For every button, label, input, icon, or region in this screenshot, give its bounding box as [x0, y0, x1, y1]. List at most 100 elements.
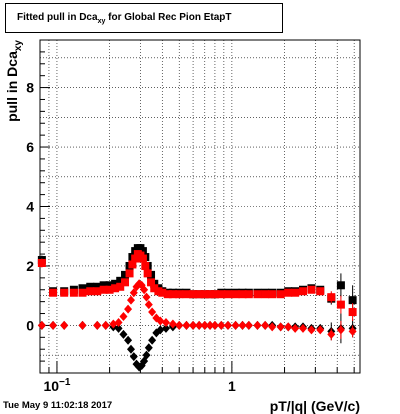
data-point-square: [210, 290, 219, 299]
data-point-diamond: [200, 320, 209, 330]
data-point-diamond: [238, 320, 247, 330]
data-point-diamond: [206, 320, 215, 330]
data-point-square: [327, 293, 336, 302]
data-point-diamond: [307, 325, 316, 335]
data-point-diamond: [156, 325, 165, 335]
data-point-square: [307, 285, 316, 294]
data-point-square: [111, 279, 120, 288]
data-point-diamond: [168, 319, 177, 329]
data-point-square: [111, 284, 120, 293]
data-point-square: [93, 282, 102, 291]
data-point-diamond: [124, 335, 133, 345]
data-point-diamond: [49, 320, 58, 330]
x-axis-title: pT/|q| (GeV/c): [270, 398, 360, 414]
data-point-diamond: [244, 320, 253, 330]
data-point-square: [116, 276, 125, 285]
data-point-square: [348, 296, 357, 305]
data-point-diamond: [119, 312, 128, 322]
data-point-square: [231, 290, 240, 299]
data-point-square: [99, 281, 108, 290]
series-red-sigma: [37, 250, 357, 321]
data-point-square: [150, 284, 159, 293]
data-point-diamond: [284, 322, 293, 332]
timestamp-footer: Tue May 9 11:02:18 2017: [3, 400, 113, 411]
data-point-square: [78, 284, 87, 293]
data-point-square: [143, 269, 152, 278]
data-point-diamond: [223, 320, 232, 330]
data-point-diamond: [119, 329, 128, 339]
data-point-diamond: [101, 320, 110, 330]
data-point-square: [244, 290, 253, 299]
data-point-square: [131, 254, 140, 263]
data-point-square: [253, 290, 262, 299]
chart-title: Fitted pull in Dcaxy for Global Rec Pion…: [5, 3, 283, 33]
data-point-square: [206, 290, 215, 299]
data-point-square: [99, 285, 108, 294]
data-point-diamond: [210, 320, 219, 330]
data-point-square: [105, 281, 114, 290]
data-point-square: [291, 288, 300, 297]
data-point-square: [316, 287, 325, 296]
data-point-square: [348, 308, 357, 317]
data-point-diamond: [189, 320, 198, 330]
data-point-square: [268, 290, 277, 299]
data-point-square: [37, 258, 46, 267]
data-point-diamond: [93, 320, 102, 330]
data-point-diamond: [268, 322, 277, 332]
data-point-square: [60, 288, 69, 297]
data-point-square: [69, 288, 78, 297]
data-point-square: [261, 290, 270, 299]
data-point-diamond: [144, 300, 153, 310]
data-point-diamond: [124, 304, 133, 314]
y-tick-label: 0: [26, 317, 34, 333]
data-point-square: [200, 290, 209, 299]
data-point-square: [336, 300, 345, 309]
series-red-mean: [37, 279, 357, 341]
data-point-square: [158, 288, 167, 297]
data-point-diamond: [217, 320, 226, 330]
data-point-square: [147, 278, 156, 287]
x-tick-label: 1: [228, 378, 236, 394]
data-point-square: [138, 247, 147, 256]
data-point-diamond: [37, 320, 46, 330]
data-point-diamond: [140, 285, 149, 295]
data-point-diamond: [182, 320, 191, 330]
data-point-diamond: [298, 323, 307, 333]
data-point-diamond: [126, 344, 135, 354]
data-point-diamond: [60, 320, 69, 330]
data-point-diamond: [231, 320, 240, 330]
data-point-diamond: [114, 323, 123, 333]
data-point-square: [78, 288, 87, 297]
data-point-diamond: [142, 350, 151, 360]
y-axis-title: pull in Dcaxy: [4, 40, 24, 122]
title-suffix: for Global Rec Pion EtapT: [105, 12, 232, 23]
y-tick-label: 4: [26, 199, 34, 215]
title-prefix: Fitted pull in Dca: [17, 12, 98, 23]
data-point-square: [238, 290, 247, 299]
data-point-square: [223, 290, 232, 299]
data-point-diamond: [114, 317, 123, 327]
data-point-square: [168, 290, 177, 299]
data-point-square: [163, 290, 172, 299]
data-point-square: [86, 287, 95, 296]
data-point-diamond: [126, 295, 135, 305]
data-point-diamond: [253, 320, 262, 330]
data-point-diamond: [195, 320, 204, 330]
data-point-square: [141, 261, 150, 270]
data-point-diamond: [261, 320, 270, 330]
data-point-square: [49, 288, 58, 297]
data-point-square: [298, 287, 307, 296]
data-point-square: [105, 285, 114, 294]
data-point-square: [125, 269, 134, 278]
data-point-diamond: [161, 323, 170, 333]
data-point-square: [93, 287, 102, 296]
data-point-square: [189, 290, 198, 299]
y-tick-label: 2: [26, 258, 34, 274]
data-point-diamond: [144, 343, 153, 353]
data-point-diamond: [291, 323, 300, 333]
data-point-diamond: [161, 317, 170, 327]
data-point-diamond: [348, 326, 357, 336]
data-point-diamond: [175, 320, 184, 330]
data-point-diamond: [276, 322, 285, 332]
